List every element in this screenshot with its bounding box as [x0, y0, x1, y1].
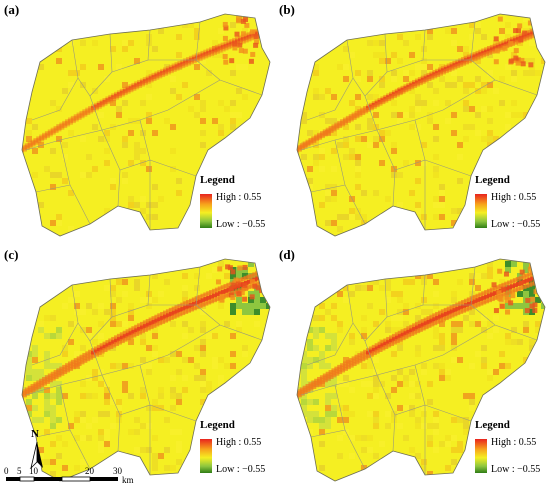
legend-high-label: High : 0.55	[491, 437, 537, 448]
district-boundary	[376, 364, 426, 416]
district-boundary	[31, 39, 79, 121]
scale-tick: 10	[29, 466, 38, 476]
legend-color-ramp	[200, 439, 212, 473]
panel-label: (c)	[4, 247, 19, 262]
district-boundary	[117, 169, 121, 207]
scale-bar: 0 5 10 20 30 km	[2, 463, 142, 487]
legend: Legend High : 0.55 Low : −0.55	[196, 174, 276, 236]
study-area-border	[296, 13, 546, 237]
scale-tick: 20	[85, 466, 94, 476]
legend-title: Legend	[200, 419, 235, 431]
study-area-border	[21, 13, 271, 237]
district-boundary	[300, 95, 378, 151]
legend-low-label: Low : −0.55	[216, 219, 266, 230]
district-boundary	[101, 79, 221, 131]
legend-title: Legend	[475, 419, 510, 431]
panel-label: (d)	[279, 247, 295, 262]
scale-tick: 5	[17, 466, 22, 476]
panel-label: (a)	[4, 2, 20, 17]
district-boundary	[101, 324, 221, 376]
legend: Legend High : 0.55 Low : −0.55	[471, 419, 550, 481]
district-boundary	[392, 169, 396, 207]
scale-tick: 0	[4, 466, 9, 476]
district-boundary	[101, 119, 151, 171]
legend-high-label: High : 0.55	[216, 192, 262, 203]
district-boundary	[77, 33, 113, 97]
district-boundary	[25, 95, 103, 151]
district-boundary	[300, 340, 378, 396]
study-area-border	[296, 258, 546, 482]
map-c	[21, 258, 271, 482]
map-panel-a: (a) Legend High : 0.55 Low : −0.55	[0, 0, 275, 245]
legend: Legend High : 0.55 Low : −0.55	[471, 174, 550, 236]
district-boundary	[376, 324, 496, 376]
district-boundary	[69, 184, 91, 225]
scale-unit: km	[122, 475, 134, 485]
scale-bar-graphic	[6, 476, 118, 482]
district-boundary	[149, 404, 197, 422]
map-a	[21, 13, 271, 237]
district-boundary	[25, 340, 103, 396]
legend-high-label: High : 0.55	[491, 192, 537, 203]
map-panel-c: (c) Legend High : 0.55 Low : −0.55 N 0 5…	[0, 245, 275, 490]
north-arrow-icon	[30, 442, 43, 470]
district-boundary	[101, 364, 151, 416]
district-boundary	[306, 39, 354, 121]
district-boundary	[31, 284, 79, 366]
legend-high-label: High : 0.55	[216, 437, 262, 448]
district-boundary	[376, 79, 496, 131]
legend-title: Legend	[200, 174, 235, 186]
map-panel-d: (d) Legend High : 0.55 Low : −0.55	[275, 245, 550, 490]
legend: Legend High : 0.55 Low : −0.55	[196, 419, 276, 481]
legend-low-label: Low : −0.55	[216, 464, 266, 475]
map-panel-b: (b) Legend High : 0.55 Low : −0.55	[275, 0, 550, 245]
district-boundary	[344, 429, 366, 470]
district-boundary	[77, 278, 113, 342]
north-arrow-label: N	[31, 428, 39, 440]
legend-low-label: Low : −0.55	[491, 219, 541, 230]
district-boundary	[376, 119, 426, 171]
district-boundary	[424, 159, 472, 177]
map-b	[296, 13, 546, 237]
district-boundary	[117, 414, 121, 452]
district-boundary	[352, 33, 388, 97]
district-boundary	[69, 429, 91, 470]
map-d	[296, 258, 546, 482]
legend-title: Legend	[475, 174, 510, 186]
legend-color-ramp	[475, 194, 487, 228]
district-boundary	[352, 278, 388, 342]
district-boundary	[149, 159, 197, 177]
district-boundary	[424, 404, 472, 422]
legend-low-label: Low : −0.55	[491, 464, 541, 475]
district-boundary	[344, 184, 366, 225]
district-boundary	[306, 284, 354, 366]
legend-color-ramp	[200, 194, 212, 228]
scale-tick: 30	[113, 466, 122, 476]
panel-label: (b)	[279, 2, 295, 17]
legend-color-ramp	[475, 439, 487, 473]
district-boundary	[392, 414, 396, 452]
north-arrow: N	[30, 428, 44, 470]
